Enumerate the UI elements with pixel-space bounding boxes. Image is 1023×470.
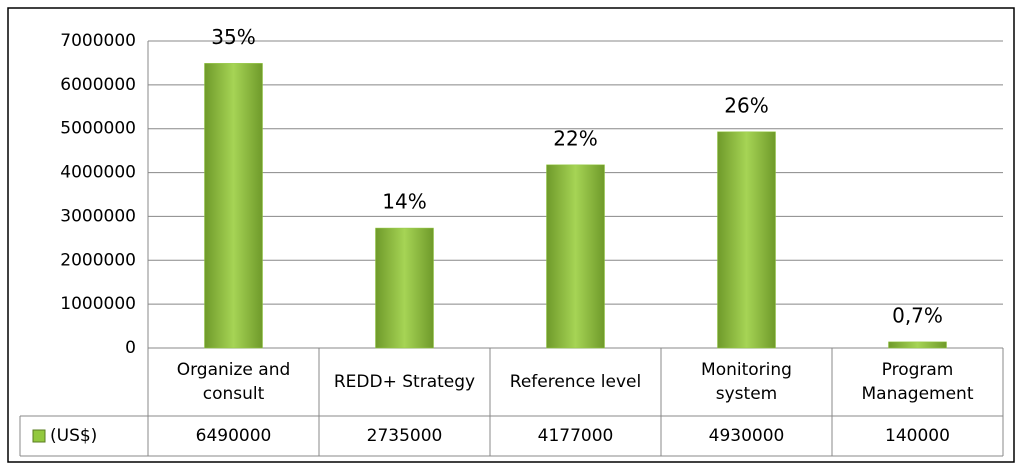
- x-tick-label-box: Program Management: [861, 360, 974, 404]
- table-value-box: 4177000: [537, 426, 614, 446]
- y-tick-label: 3000000: [60, 206, 136, 226]
- table-value: 140000: [885, 426, 950, 446]
- data-label: 22%: [553, 126, 597, 150]
- x-tick-label: Program Management: [861, 360, 974, 404]
- bar: [888, 341, 947, 349]
- table-value-box: 4930000: [708, 426, 785, 446]
- y-tick-label: 0: [125, 338, 136, 358]
- table-value-box: 2735000: [366, 426, 443, 446]
- table-value: 2735000: [366, 426, 443, 446]
- y-tick-label: 7000000: [60, 31, 136, 51]
- legend-label: (US$): [50, 426, 97, 446]
- x-tick-label: Organize and consult: [176, 360, 291, 404]
- bar: [375, 227, 434, 349]
- bar: [546, 164, 605, 349]
- table-value: 4930000: [708, 426, 785, 446]
- table-value: 6490000: [195, 426, 272, 446]
- data-label: 26%: [724, 93, 768, 117]
- x-tick-label-box: REDD+ Strategy: [333, 372, 476, 392]
- table-value: 4177000: [537, 426, 614, 446]
- y-tick-label: 2000000: [60, 250, 136, 270]
- x-tick-label-box: Reference level: [509, 372, 642, 392]
- bar: [717, 131, 776, 349]
- data-label: 14%: [382, 190, 426, 214]
- bar: [204, 63, 263, 349]
- x-tick-label-box: Organize and consult: [176, 360, 291, 404]
- y-tick-label: 4000000: [60, 163, 136, 183]
- y-tick-label: 1000000: [60, 294, 136, 314]
- legend-key: [32, 429, 46, 443]
- table-value-box: 140000: [885, 426, 950, 446]
- x-tick-label-box: Monitoring system: [701, 360, 792, 404]
- y-tick-label: 6000000: [60, 75, 136, 95]
- x-tick-label: Reference level: [509, 372, 642, 392]
- data-label: 0,7%: [892, 303, 943, 327]
- frame: [7, 7, 1015, 463]
- y-tick-label: 5000000: [60, 119, 136, 139]
- data-label: 35%: [211, 25, 255, 49]
- table-value-box: 6490000: [195, 426, 272, 446]
- x-tick-label: Monitoring system: [701, 360, 792, 404]
- x-tick-label: REDD+ Strategy: [333, 372, 476, 392]
